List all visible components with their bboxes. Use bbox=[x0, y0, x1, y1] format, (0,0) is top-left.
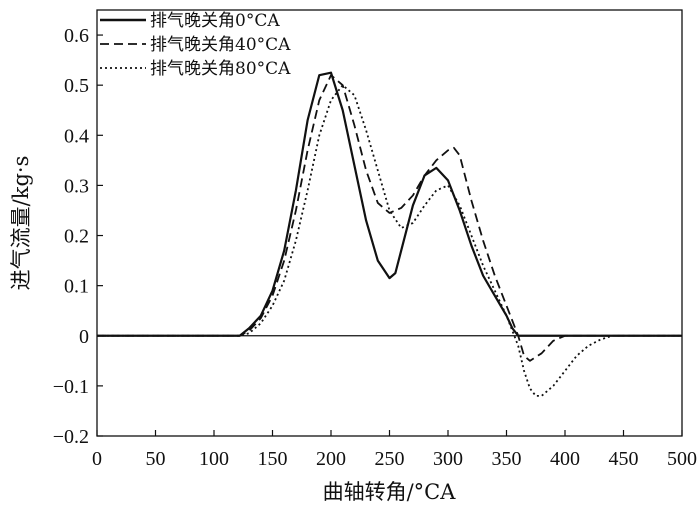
x-axis-ticks: 0 50 100 150 200 250 300 350 400 450 500 bbox=[92, 430, 697, 470]
series-line-2 bbox=[97, 74, 682, 362]
y-tick-label: 0.5 bbox=[64, 75, 89, 97]
x-tick-label: 300 bbox=[433, 448, 463, 470]
x-tick-label: 400 bbox=[550, 448, 580, 470]
x-tick-label: 250 bbox=[375, 448, 405, 470]
x-axis-title: 曲轴转角/°CA bbox=[323, 480, 457, 504]
y-tick-label: 0.3 bbox=[64, 175, 89, 197]
x-tick-label: 450 bbox=[609, 448, 639, 470]
legend: 排气晚关角0°CA 排气晚关角40°CA 排气晚关角80°CA bbox=[100, 11, 291, 79]
x-tick-label: 200 bbox=[316, 448, 346, 470]
series-line-1 bbox=[97, 71, 682, 337]
series-line-3 bbox=[97, 84, 682, 397]
x-tick-label: 0 bbox=[92, 448, 102, 470]
x-tick-label: 50 bbox=[146, 448, 166, 470]
y-tick-label: 0.4 bbox=[64, 125, 89, 147]
y-tick-label: −0.2 bbox=[53, 426, 89, 448]
y-tick-label: 0.1 bbox=[64, 276, 89, 298]
y-axis-title: 进气流量/kg·s bbox=[9, 156, 33, 291]
y-tick-label: 0.6 bbox=[64, 25, 89, 47]
y-tick-label: 0 bbox=[79, 326, 89, 348]
x-tick-label: 500 bbox=[667, 448, 697, 470]
series-lines bbox=[97, 71, 682, 397]
y-axis-ticks: −0.2 −0.1 0 0.1 0.2 0.3 0.4 0.5 0.6 bbox=[53, 25, 103, 448]
legend-label-1: 排气晚关角0°CA bbox=[150, 11, 280, 31]
legend-label-3: 排气晚关角80°CA bbox=[150, 59, 291, 79]
x-tick-label: 150 bbox=[258, 448, 288, 470]
y-tick-label: −0.1 bbox=[53, 376, 89, 398]
legend-label-2: 排气晚关角40°CA bbox=[150, 35, 291, 55]
y-tick-label: 0.2 bbox=[64, 226, 89, 248]
x-tick-label: 100 bbox=[199, 448, 229, 470]
x-tick-label: 350 bbox=[492, 448, 522, 470]
